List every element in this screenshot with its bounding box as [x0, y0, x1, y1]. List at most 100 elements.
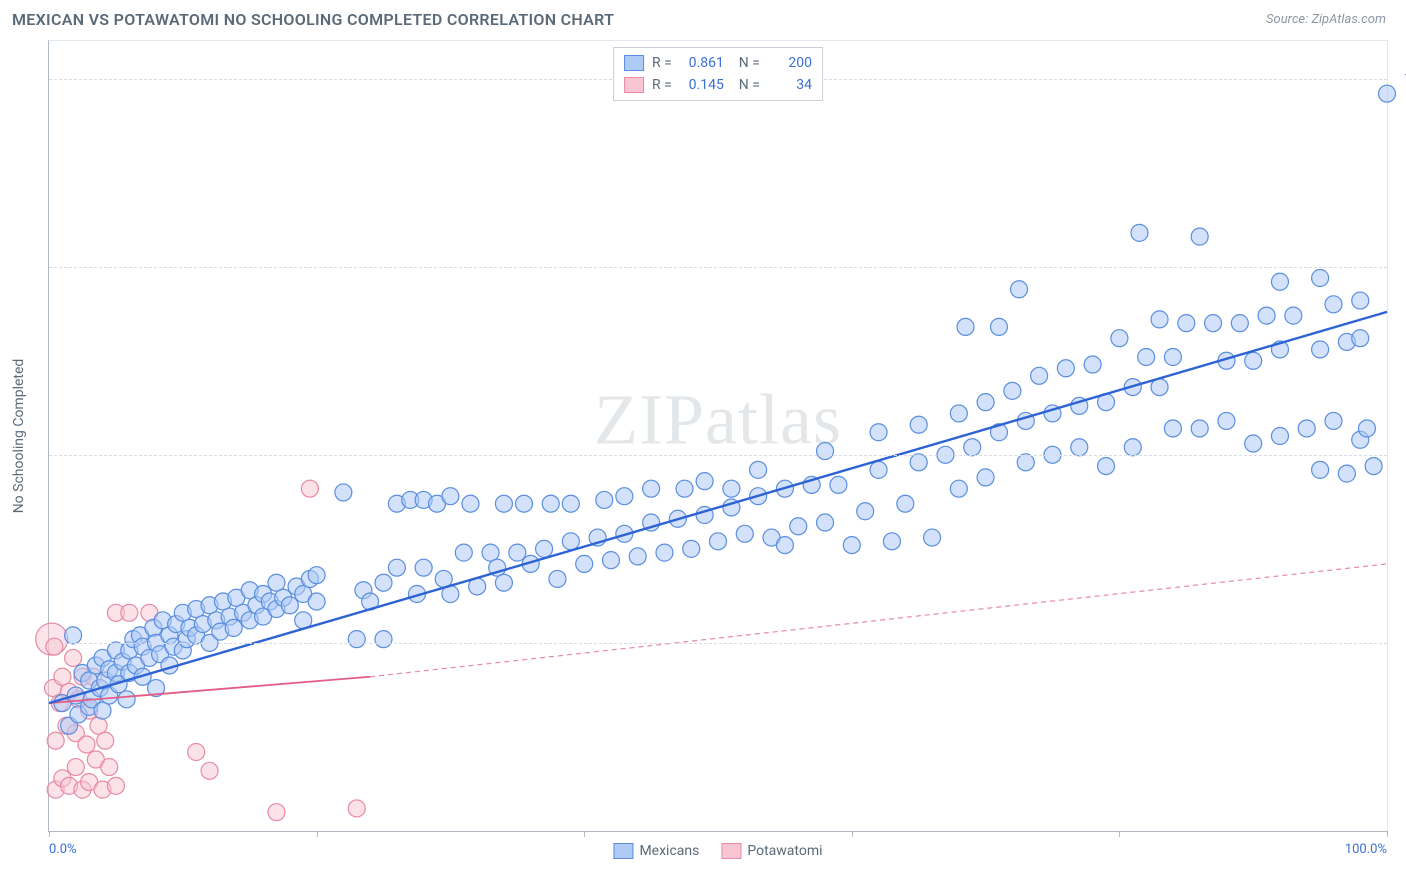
scatter-point [121, 604, 138, 621]
source-attribution: Source: ZipAtlas.com [1266, 12, 1386, 27]
legend-stat-row: R =0.145 N =34 [624, 74, 812, 96]
scatter-point [301, 480, 318, 497]
scatter-point [596, 491, 613, 508]
scatter-point [97, 732, 114, 749]
scatter-point [1312, 270, 1329, 287]
scatter-point [47, 732, 64, 749]
scatter-point [723, 480, 740, 497]
scatter-point [455, 544, 472, 561]
scatter-point [1151, 311, 1168, 328]
scatter-point [817, 443, 834, 460]
scatter-point [375, 574, 392, 591]
scatter-point [957, 318, 974, 335]
x-tick [317, 831, 318, 837]
scatter-point [1205, 315, 1222, 332]
scatter-point [1084, 356, 1101, 373]
series-legend: Mexicans Potawatomi [613, 843, 822, 859]
scatter-point [1138, 349, 1155, 366]
scatter-point [910, 454, 927, 471]
x-tick-label: 100.0% [1345, 842, 1387, 857]
scatter-point [696, 473, 713, 490]
scatter-point [990, 318, 1007, 335]
scatter-point [415, 559, 432, 576]
scatter-point [950, 480, 967, 497]
scatter-point [562, 495, 579, 512]
legend-series-item: Mexicans [613, 843, 699, 859]
legend-swatch [721, 843, 741, 859]
chart-header: MEXICAN VS POTAWATOMI NO SCHOOLING COMPL… [0, 0, 1406, 35]
scatter-point [1325, 412, 1342, 429]
scatter-point [1098, 458, 1115, 475]
scatter-point [348, 800, 365, 817]
scatter-point [101, 759, 118, 776]
scatter-point [843, 537, 860, 554]
scatter-point [1218, 412, 1235, 429]
scatter-point [817, 514, 834, 531]
scatter-point [870, 424, 887, 441]
scatter-point [268, 574, 285, 591]
scatter-point [750, 461, 767, 478]
scatter-point [1358, 420, 1375, 437]
scatter-point [348, 631, 365, 648]
x-tick [1387, 831, 1388, 837]
y-axis-title: No Schooling Completed [11, 359, 27, 514]
trend-line [49, 312, 1387, 703]
legend-series-item: Potawatomi [721, 843, 822, 859]
scatter-point [616, 488, 633, 505]
gridline-h [49, 267, 1387, 268]
scatter-point [308, 593, 325, 610]
chart-plot-area: No Schooling Completed ZIPatlas R =0.861… [48, 40, 1388, 832]
scatter-point [1379, 85, 1396, 102]
scatter-point [90, 717, 107, 734]
scatter-point [1245, 352, 1262, 369]
scatter-point [308, 567, 325, 584]
x-tick [49, 831, 50, 837]
scatter-point [1111, 330, 1128, 347]
scatter-point [656, 544, 673, 561]
scatter-svg [49, 41, 1387, 831]
scatter-point [1164, 420, 1181, 437]
scatter-point [65, 627, 82, 644]
scatter-point [1178, 315, 1195, 332]
scatter-point [736, 525, 753, 542]
scatter-point [1365, 458, 1382, 475]
scatter-point [1071, 439, 1088, 456]
correlation-legend: R =0.861 N =200R =0.145 N =34 [613, 47, 823, 101]
scatter-point [201, 762, 218, 779]
scatter-point [977, 469, 994, 486]
scatter-point [536, 540, 553, 557]
scatter-point [281, 597, 298, 614]
scatter-point [188, 744, 205, 761]
scatter-point [78, 736, 95, 753]
scatter-point [549, 570, 566, 587]
scatter-point [1338, 465, 1355, 482]
legend-swatch [613, 843, 633, 859]
scatter-point [870, 461, 887, 478]
scatter-point [1011, 281, 1028, 298]
scatter-point [495, 495, 512, 512]
scatter-point [897, 495, 914, 512]
scatter-point [1271, 273, 1288, 290]
scatter-point [602, 552, 619, 569]
scatter-point [1057, 360, 1074, 377]
scatter-point [542, 495, 559, 512]
scatter-point [495, 574, 512, 591]
scatter-point [683, 540, 700, 557]
x-tick [1119, 831, 1120, 837]
scatter-point [1325, 296, 1342, 313]
scatter-point [1004, 382, 1021, 399]
scatter-point [268, 804, 285, 821]
x-tick [852, 831, 853, 837]
scatter-point [54, 668, 71, 685]
trend-line [370, 564, 1387, 677]
scatter-point [1164, 349, 1181, 366]
scatter-point [883, 533, 900, 550]
scatter-point [1191, 228, 1208, 245]
scatter-point [1352, 292, 1369, 309]
scatter-point [1124, 439, 1141, 456]
scatter-point [1017, 454, 1034, 471]
scatter-point [335, 484, 352, 501]
scatter-point [107, 777, 124, 794]
scatter-point [65, 649, 82, 666]
scatter-point [576, 555, 593, 572]
